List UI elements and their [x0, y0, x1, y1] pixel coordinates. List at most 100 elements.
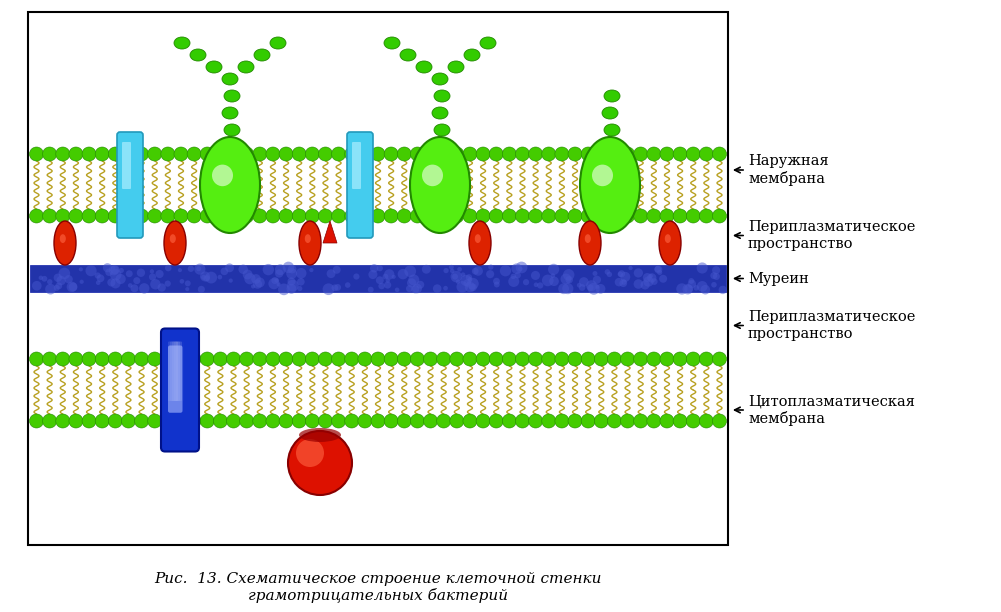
Circle shape	[292, 147, 306, 161]
Circle shape	[450, 271, 462, 282]
Ellipse shape	[432, 107, 448, 119]
Ellipse shape	[200, 137, 260, 233]
Circle shape	[411, 285, 419, 293]
Circle shape	[719, 286, 727, 294]
Circle shape	[605, 269, 611, 275]
Circle shape	[105, 269, 113, 276]
Circle shape	[542, 414, 556, 428]
Circle shape	[331, 285, 338, 291]
Circle shape	[69, 352, 83, 366]
Circle shape	[115, 274, 126, 284]
Circle shape	[161, 147, 175, 161]
Circle shape	[133, 277, 140, 284]
Circle shape	[469, 283, 476, 291]
Circle shape	[287, 280, 298, 291]
Circle shape	[476, 209, 490, 223]
Circle shape	[326, 269, 335, 278]
Circle shape	[689, 278, 695, 284]
Ellipse shape	[254, 49, 270, 61]
Circle shape	[157, 283, 166, 292]
Circle shape	[110, 265, 119, 274]
Circle shape	[95, 147, 109, 161]
Circle shape	[555, 352, 569, 366]
Circle shape	[121, 147, 135, 161]
Circle shape	[43, 209, 57, 223]
Ellipse shape	[164, 221, 186, 265]
Circle shape	[464, 282, 475, 293]
Circle shape	[305, 414, 319, 428]
Circle shape	[29, 209, 43, 223]
Circle shape	[331, 414, 345, 428]
Circle shape	[687, 209, 701, 223]
Circle shape	[410, 209, 424, 223]
Circle shape	[660, 147, 674, 161]
Circle shape	[694, 285, 699, 291]
Circle shape	[687, 414, 701, 428]
Circle shape	[287, 277, 295, 285]
Circle shape	[82, 209, 96, 223]
Circle shape	[621, 147, 635, 161]
Circle shape	[582, 147, 596, 161]
Circle shape	[134, 352, 148, 366]
Circle shape	[288, 265, 296, 274]
Circle shape	[108, 209, 122, 223]
Circle shape	[647, 414, 661, 428]
Circle shape	[436, 147, 450, 161]
Circle shape	[108, 352, 122, 366]
Circle shape	[226, 414, 240, 428]
Circle shape	[587, 285, 594, 291]
Circle shape	[43, 352, 57, 366]
Circle shape	[279, 209, 293, 223]
Circle shape	[200, 147, 214, 161]
Ellipse shape	[174, 37, 190, 49]
Circle shape	[384, 269, 394, 280]
Circle shape	[561, 274, 572, 285]
Circle shape	[618, 271, 625, 277]
Circle shape	[568, 352, 582, 366]
Circle shape	[566, 276, 573, 283]
Circle shape	[150, 279, 161, 289]
Circle shape	[595, 414, 609, 428]
Circle shape	[443, 268, 448, 273]
Circle shape	[297, 286, 302, 291]
Circle shape	[697, 281, 708, 292]
Circle shape	[582, 352, 596, 366]
Circle shape	[188, 266, 194, 272]
Circle shape	[305, 209, 319, 223]
Circle shape	[322, 283, 334, 295]
Circle shape	[397, 209, 411, 223]
Circle shape	[516, 261, 528, 274]
Circle shape	[121, 414, 135, 428]
Circle shape	[29, 414, 43, 428]
FancyBboxPatch shape	[172, 341, 178, 401]
Circle shape	[54, 285, 60, 291]
Ellipse shape	[206, 61, 222, 73]
Circle shape	[621, 414, 635, 428]
FancyBboxPatch shape	[170, 341, 180, 401]
Circle shape	[713, 209, 727, 223]
Circle shape	[110, 269, 121, 280]
Circle shape	[621, 209, 635, 223]
Circle shape	[121, 352, 135, 366]
Circle shape	[596, 285, 600, 289]
Circle shape	[148, 209, 162, 223]
Circle shape	[523, 279, 530, 285]
Circle shape	[516, 352, 530, 366]
Ellipse shape	[224, 90, 240, 102]
Circle shape	[376, 265, 383, 271]
Circle shape	[213, 352, 227, 366]
Circle shape	[499, 265, 512, 277]
Circle shape	[251, 285, 255, 288]
Circle shape	[404, 266, 416, 277]
Circle shape	[555, 209, 569, 223]
Circle shape	[608, 209, 622, 223]
Circle shape	[296, 439, 324, 467]
Circle shape	[516, 414, 530, 428]
Circle shape	[309, 268, 313, 272]
Circle shape	[121, 209, 135, 223]
Circle shape	[318, 352, 332, 366]
Circle shape	[647, 352, 661, 366]
Circle shape	[577, 283, 582, 288]
Circle shape	[629, 266, 633, 270]
Circle shape	[713, 352, 727, 366]
